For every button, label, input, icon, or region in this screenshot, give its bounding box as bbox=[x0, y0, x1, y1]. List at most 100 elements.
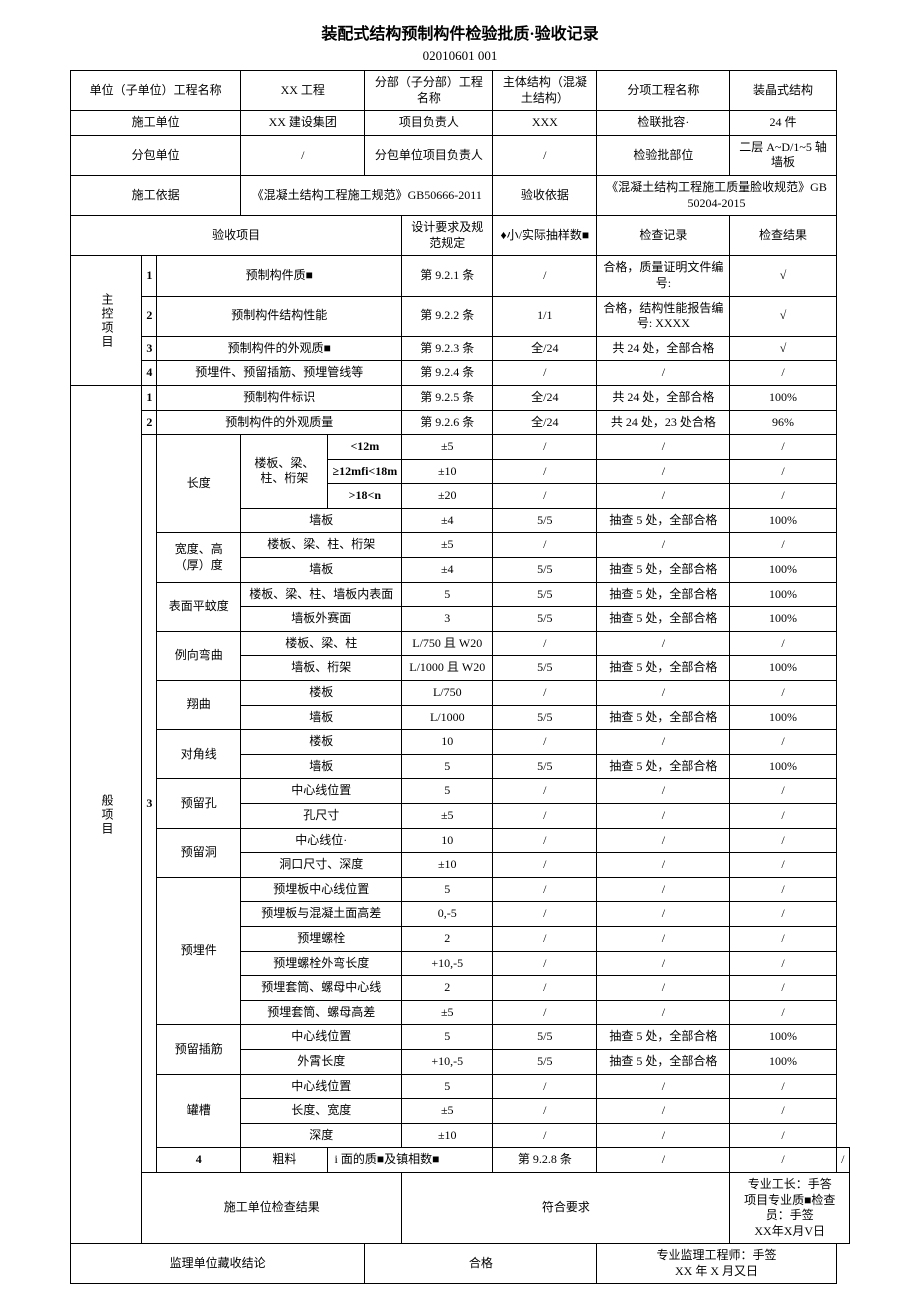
diag-row-spec: 10 bbox=[402, 730, 493, 755]
side-row-spec: L/750 且 W20 bbox=[402, 631, 493, 656]
embed-row-name: 预埋螺栓外弯长度 bbox=[241, 951, 402, 976]
subdiv-value: 主体结构（混凝土结构） bbox=[493, 71, 597, 111]
length-row-record: / bbox=[597, 484, 730, 509]
subcon-label: 分包单位 bbox=[71, 135, 241, 175]
gen-row-record: 共 24 处，23 处合格 bbox=[597, 410, 730, 435]
subdiv-label: 分部（子分部）工程名称 bbox=[365, 71, 493, 111]
opening-row-result: / bbox=[730, 853, 836, 878]
page-title: 装配式结构预制构件检验批质·验收记录 bbox=[70, 20, 850, 44]
embed-row-sample: / bbox=[493, 976, 597, 1001]
slot-row-result: / bbox=[730, 1074, 836, 1099]
page-subtitle: 02010601 001 bbox=[70, 48, 850, 64]
inspection-record-page: 装配式结构预制构件检验批质·验收记录 02010601 001 单位（子单位）工… bbox=[70, 20, 850, 1284]
slot-row-name: 长度、宽度 bbox=[241, 1099, 402, 1124]
main-row-sample: / bbox=[493, 256, 597, 296]
embed-row-name: 预埋螺栓 bbox=[241, 926, 402, 951]
embed-row-sample: / bbox=[493, 1000, 597, 1025]
gen-row-result: 100% bbox=[730, 385, 836, 410]
col-sample: ♦小/实际抽样数■ bbox=[493, 216, 597, 256]
length-row-result: / bbox=[730, 484, 836, 509]
hole-row-sample: / bbox=[493, 779, 597, 804]
slot-row-record: / bbox=[597, 1074, 730, 1099]
embed-row-result: / bbox=[730, 926, 836, 951]
length-row-result: / bbox=[730, 435, 836, 460]
hole-row-result: / bbox=[730, 804, 836, 829]
length-row-sample: / bbox=[493, 435, 597, 460]
main-row-record: 合格，质量证明文件编号: bbox=[597, 256, 730, 296]
warp-row-record: / bbox=[597, 681, 730, 706]
hole-row-spec: ±5 bbox=[402, 804, 493, 829]
gen-row-name: 预制构件标识 bbox=[157, 385, 402, 410]
gen-row-spec: 第 9.2.6 条 bbox=[402, 410, 493, 435]
length-sub: 楼板、梁、柱、桁架 bbox=[241, 435, 328, 509]
length-row-spec: ±20 bbox=[402, 484, 493, 509]
slot-row-result: / bbox=[730, 1123, 836, 1148]
flat-row-record: 抽查 5 处，全部合格 bbox=[597, 582, 730, 607]
rebar-row-result: 100% bbox=[730, 1025, 836, 1050]
warp-row-spec: L/1000 bbox=[402, 705, 493, 730]
opening-row-record: / bbox=[597, 853, 730, 878]
main-row-name: 预制构件的外观质■ bbox=[157, 336, 402, 361]
rebar-row-result: 100% bbox=[730, 1049, 836, 1074]
flat-label: 表面平蚊度 bbox=[157, 582, 241, 631]
embed-row-sample: / bbox=[493, 926, 597, 951]
unit-label: 单位（子单位）工程名称 bbox=[71, 71, 241, 111]
pm-label: 项目负责人 bbox=[365, 111, 493, 136]
main-row-result: √ bbox=[730, 296, 836, 336]
rebar-row-sample: 5/5 bbox=[493, 1049, 597, 1074]
rebar-label: 预留插筋 bbox=[157, 1025, 241, 1074]
subitem-value: 装晶式结构 bbox=[730, 71, 836, 111]
main-row-sample: 全/24 bbox=[493, 336, 597, 361]
side-row-record: 抽查 5 处，全部合格 bbox=[597, 656, 730, 681]
opening-row-spec: 10 bbox=[402, 828, 493, 853]
col-record: 检查记录 bbox=[597, 216, 730, 256]
diag-row-result: / bbox=[730, 730, 836, 755]
supervisor-label: 监理单位藏收结论 bbox=[71, 1244, 365, 1284]
width-row-name: 楼板、梁、柱、桁架 bbox=[241, 533, 402, 558]
gen-row-num: 1 bbox=[142, 385, 157, 410]
warp-row-spec: L/750 bbox=[402, 681, 493, 706]
diag-row-record: / bbox=[597, 730, 730, 755]
opening-row-record: / bbox=[597, 828, 730, 853]
batch-loc-value: 二层 A~D/1~5 轴墙板 bbox=[730, 135, 836, 175]
flat-row-result: 100% bbox=[730, 607, 836, 632]
length-row-record: / bbox=[597, 459, 730, 484]
warp-row-name: 墙板 bbox=[241, 705, 402, 730]
length-wall-spec: ±4 bbox=[402, 508, 493, 533]
embed-row-name: 预埋套筒、螺母高差 bbox=[241, 1000, 402, 1025]
gen-row-result: 96% bbox=[730, 410, 836, 435]
main-row-name: 预埋件、预留插筋、预埋管线等 bbox=[157, 361, 402, 386]
main-row-spec: 第 9.2.4 条 bbox=[402, 361, 493, 386]
flat-row-spec: 3 bbox=[402, 607, 493, 632]
opening-row-result: / bbox=[730, 828, 836, 853]
hole-row-spec: 5 bbox=[402, 779, 493, 804]
subcon-value: / bbox=[241, 135, 365, 175]
length-row-result: / bbox=[730, 459, 836, 484]
contractor-value: XX 建设集团 bbox=[241, 111, 365, 136]
slot-row-sample: / bbox=[493, 1074, 597, 1099]
length-row-name: ≥12mfi<18m bbox=[328, 459, 402, 484]
diag-row-spec: 5 bbox=[402, 754, 493, 779]
main-row-record: 合格，结构性能报告编号: XXXX bbox=[597, 296, 730, 336]
main-row-spec: 第 9.2.2 条 bbox=[402, 296, 493, 336]
main-row-result: √ bbox=[730, 336, 836, 361]
rebar-row-name: 外霄长度 bbox=[241, 1049, 402, 1074]
flat-row-spec: 5 bbox=[402, 582, 493, 607]
embed-row-result: / bbox=[730, 976, 836, 1001]
gen-section-label: 般项目 bbox=[71, 385, 142, 1243]
side-label: 例向弯曲 bbox=[157, 631, 241, 680]
side-row-sample: 5/5 bbox=[493, 656, 597, 681]
embed-row-result: / bbox=[730, 951, 836, 976]
embed-row-spec: 5 bbox=[402, 877, 493, 902]
batch-loc-label: 检验批部位 bbox=[597, 135, 730, 175]
side-row-result: 100% bbox=[730, 656, 836, 681]
main-row-spec: 第 9.2.3 条 bbox=[402, 336, 493, 361]
gen4-result: / bbox=[836, 1148, 849, 1173]
embed-row-spec: 0,-5 bbox=[402, 902, 493, 927]
slot-row-name: 中心线位置 bbox=[241, 1074, 402, 1099]
embed-row-spec: ±5 bbox=[402, 1000, 493, 1025]
hole-row-record: / bbox=[597, 779, 730, 804]
gen4-record: / bbox=[730, 1148, 836, 1173]
length-row-sample: / bbox=[493, 459, 597, 484]
supervisor-value: 合格 bbox=[365, 1244, 597, 1284]
